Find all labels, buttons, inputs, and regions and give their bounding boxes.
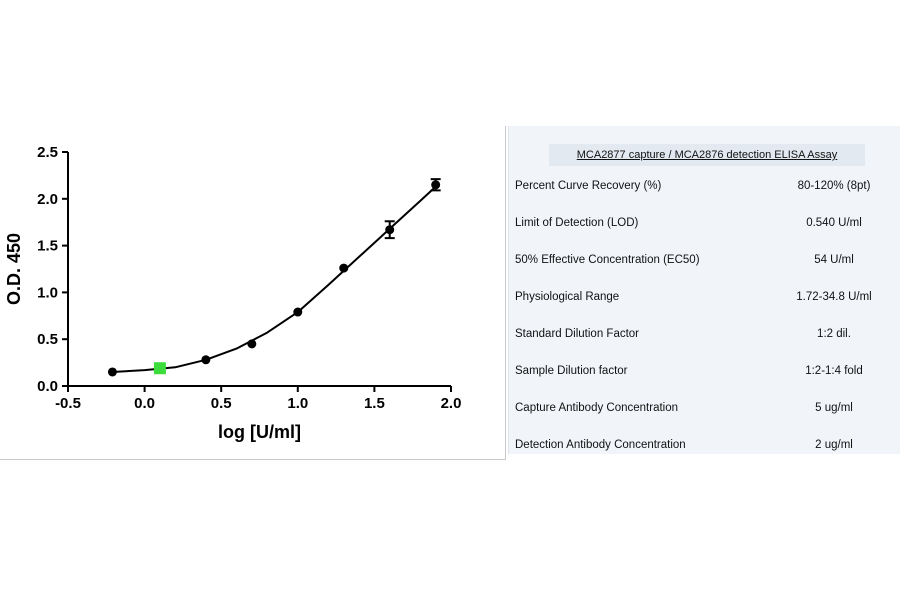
param-label: Physiological Range	[515, 291, 620, 303]
data-point	[431, 180, 441, 190]
param-value: 80-120% (8pt)	[797, 180, 871, 192]
param-value: 54 U/ml	[814, 254, 854, 266]
x-tick-label: 0.0	[134, 395, 155, 412]
table-row: Percent Curve Recovery (%) 80-120% (8pt)	[509, 176, 900, 196]
x-tick-label: 0.5	[211, 395, 232, 412]
param-label: Detection Antibody Concentration	[515, 439, 686, 451]
param-label: Limit of Detection (LOD)	[515, 217, 639, 229]
data-point	[201, 355, 211, 365]
highlighted-data-point	[153, 362, 166, 375]
data-point	[385, 225, 395, 235]
y-tick-label: 1.0	[37, 284, 58, 301]
y-tick-label: 0.5	[37, 331, 58, 348]
y-tick-label: 2.0	[37, 191, 58, 208]
data-point	[107, 367, 117, 377]
assay-parameters-table: MCA2877 capture / MCA2876 detection ELIS…	[508, 126, 900, 454]
table-row: Capture Antibody Concentration 5 ug/ml	[509, 398, 900, 418]
table-row: Detection Antibody Concentration 2 ug/ml	[509, 435, 900, 455]
table-title: MCA2877 capture / MCA2876 detection ELIS…	[549, 144, 865, 166]
param-label: Percent Curve Recovery (%)	[515, 180, 662, 192]
x-tick-label: 1.0	[287, 395, 308, 412]
param-label: Capture Antibody Concentration	[515, 402, 679, 414]
x-tick-label: 1.5	[364, 395, 385, 412]
table-row: Sample Dilution factor 1:2-1:4 fold	[509, 361, 900, 381]
x-axis-title: log [U/ml]	[218, 422, 301, 442]
x-tick-label: -0.5	[55, 395, 81, 412]
data-point	[339, 263, 349, 273]
param-label: Sample Dilution factor	[515, 365, 628, 377]
param-value: 1:2-1:4 fold	[805, 365, 863, 377]
param-value: 1.72-34.8 U/ml	[796, 291, 872, 303]
table-row: Limit of Detection (LOD) 0.540 U/ml	[509, 213, 900, 233]
table-row: Standard Dilution Factor 1:2 dil.	[509, 324, 900, 344]
param-label: 50% Effective Concentration (EC50)	[515, 254, 700, 266]
chart-panel: -0.5 0.0 0.5 1.0 1.5 2.0 0.0 0.5 1.0 1.5 2.0 2.5 log…	[0, 126, 506, 460]
param-value: 1:2 dil.	[817, 328, 851, 340]
x-tick-label: 2.0	[441, 395, 462, 412]
elisa-standard-curve-chart: -0.5 0.0 0.5 1.0 1.5 2.00.00.51.01.52.02.5log…	[4, 144, 462, 442]
fit-curve-line	[112, 185, 437, 373]
y-tick-label: 1.5	[37, 238, 58, 255]
y-tick-label: 2.5	[37, 144, 58, 161]
table-row: 50% Effective Concentration (EC50) 54 U/…	[509, 250, 900, 270]
y-tick-label: 0.0	[37, 378, 58, 395]
param-label: Standard Dilution Factor	[515, 328, 640, 340]
data-point	[293, 307, 303, 317]
data-point	[247, 339, 257, 349]
param-value: 2 ug/ml	[815, 439, 853, 451]
param-value: 0.540 U/ml	[806, 217, 862, 229]
param-value: 5 ug/ml	[815, 402, 853, 414]
table-row: Physiological Range 1.72-34.8 U/ml	[509, 287, 900, 307]
y-axis-title: O.D. 450	[4, 233, 24, 305]
